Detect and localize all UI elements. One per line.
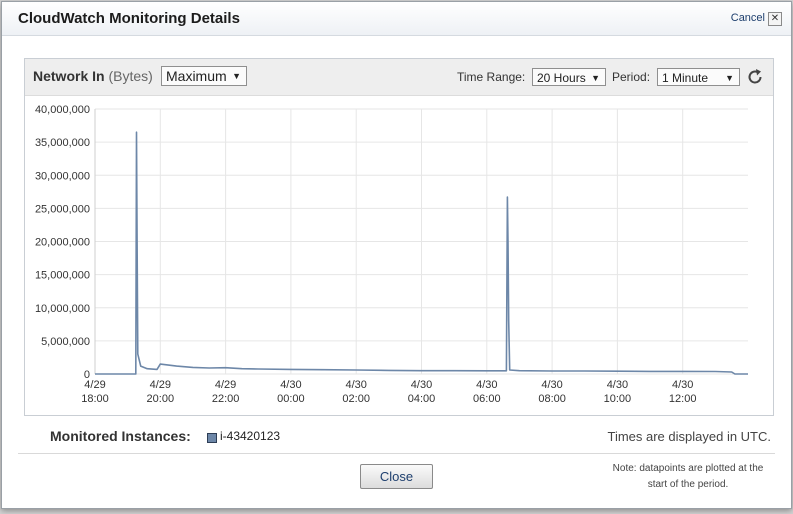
y-tick-label: 40,000,000 bbox=[35, 104, 90, 116]
chart-toolbar: Network In (Bytes) Maximum ▼ Time Range:… bbox=[25, 59, 773, 96]
datapoint-note: Note: datapoints are plotted at the star… bbox=[602, 461, 774, 493]
dialog-title: CloudWatch Monitoring Details bbox=[18, 10, 240, 27]
statistic-value: Maximum bbox=[166, 68, 227, 84]
network-in-chart: 0 5,000,000 10,000,000 15,000,000 20,000,000… bbox=[35, 104, 748, 405]
x-tick-time: 04:00 bbox=[408, 393, 436, 405]
period-label: Period: bbox=[612, 70, 651, 84]
x-tick-time: 12:00 bbox=[669, 393, 697, 405]
y-tick-label: 15,000,000 bbox=[35, 270, 90, 282]
note-line-1: Note: datapoints are plotted at the bbox=[612, 463, 764, 474]
dialog-titlebar: CloudWatch Monitoring Details Cancel ✕ bbox=[2, 2, 791, 36]
legend-instance-id: i-43420123 bbox=[220, 429, 281, 443]
y-tick-label: 30,000,000 bbox=[35, 170, 90, 182]
x-tick-date: 4/29 bbox=[215, 379, 236, 391]
y-tick-label: 25,000,000 bbox=[35, 203, 90, 215]
note-line-2: start of the period. bbox=[647, 479, 729, 490]
x-tick-time: 00:00 bbox=[277, 393, 305, 405]
x-axis: 4/29 18:00 4/29 20:00 4/29 22:00 4/30 00:00 4/30… bbox=[81, 379, 696, 405]
chevron-down-icon: ▼ bbox=[591, 73, 600, 83]
x-tick-date: 4/30 bbox=[345, 379, 366, 391]
x-tick-date: 4/30 bbox=[541, 379, 562, 391]
y-tick-label: 0 bbox=[84, 369, 90, 381]
utc-note: Times are displayed in UTC. bbox=[607, 429, 771, 444]
statistic-select[interactable]: Maximum ▼ bbox=[161, 66, 247, 86]
metric-title: Network In (Bytes) bbox=[33, 68, 153, 84]
y-tick-label: 35,000,000 bbox=[35, 137, 90, 149]
x-tick-time: 18:00 bbox=[81, 393, 109, 405]
x-tick-date: 4/30 bbox=[476, 379, 497, 391]
chart-grid bbox=[94, 108, 748, 375]
y-tick-label: 10,000,000 bbox=[35, 303, 90, 315]
legend-swatch bbox=[207, 433, 217, 443]
y-tick-label: 20,000,000 bbox=[35, 237, 90, 249]
metric-name: Network In bbox=[33, 68, 105, 84]
x-tick-time: 02:00 bbox=[342, 393, 370, 405]
monitored-instances-label: Monitored Instances: bbox=[50, 428, 191, 444]
y-tick-label: 5,000,000 bbox=[41, 336, 90, 348]
chevron-down-icon: ▼ bbox=[232, 71, 241, 81]
x-tick-time: 22:00 bbox=[212, 393, 240, 405]
x-tick-time: 20:00 bbox=[147, 393, 175, 405]
refresh-icon[interactable] bbox=[745, 67, 765, 87]
x-tick-date: 4/29 bbox=[150, 379, 171, 391]
time-range-select[interactable]: 20 Hours ▼ bbox=[532, 68, 606, 86]
x-tick-date: 4/30 bbox=[411, 379, 432, 391]
close-icon[interactable]: ✕ bbox=[768, 12, 782, 26]
x-tick-date: 4/30 bbox=[672, 379, 693, 391]
period-select[interactable]: 1 Minute ▼ bbox=[657, 68, 740, 86]
cancel-link[interactable]: Cancel bbox=[730, 12, 765, 24]
x-tick-date: 4/29 bbox=[84, 379, 105, 391]
chart-panel: Network In (Bytes) Maximum ▼ Time Range:… bbox=[24, 58, 774, 416]
time-range-value: 20 Hours bbox=[537, 71, 586, 85]
chevron-down-icon: ▼ bbox=[725, 73, 734, 83]
metric-unit: (Bytes) bbox=[108, 68, 153, 84]
period-value: 1 Minute bbox=[662, 71, 709, 85]
x-tick-date: 4/30 bbox=[280, 379, 301, 391]
time-range-label: Time Range: bbox=[457, 70, 526, 84]
x-tick-time: 08:00 bbox=[538, 393, 566, 405]
y-axis: 0 5,000,000 10,000,000 15,000,000 20,000,000… bbox=[35, 104, 90, 381]
x-tick-time: 06:00 bbox=[473, 393, 501, 405]
x-tick-time: 10:00 bbox=[604, 393, 632, 405]
footer-divider bbox=[18, 453, 775, 454]
close-button[interactable]: Close bbox=[360, 464, 433, 489]
x-tick-date: 4/30 bbox=[607, 379, 628, 391]
chart-series bbox=[95, 131, 748, 375]
series-line bbox=[95, 131, 748, 375]
